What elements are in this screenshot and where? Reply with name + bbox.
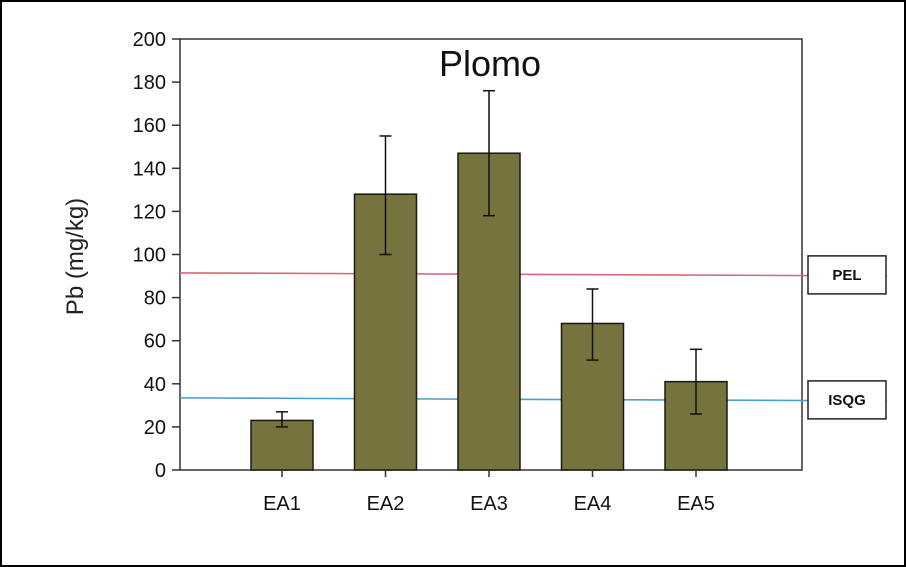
reference-lines	[179, 272, 888, 402]
reference-label-box	[807, 380, 887, 420]
reference-line-isqg	[179, 397, 888, 402]
x-tick-label-ea4: EA4	[574, 493, 612, 515]
y-tick-label: 140	[133, 158, 166, 180]
chart-title: Plomo	[439, 43, 541, 84]
x-tick-label-ea2: EA2	[367, 493, 405, 515]
y-tick-label: 160	[133, 115, 166, 137]
y-tick-label: 80	[144, 288, 166, 310]
y-tick-label: 120	[133, 201, 166, 223]
y-tick-label: 60	[144, 331, 166, 353]
reference-label-box	[807, 255, 887, 295]
bar-ea1	[250, 419, 314, 471]
x-tick-label-ea5: EA5	[677, 493, 715, 515]
x-tick-label-ea1: EA1	[263, 493, 301, 515]
y-axis-ticks: 0 20 40 60 80 100 120 140 160 180 200	[133, 29, 180, 482]
y-tick-label: 20	[144, 417, 166, 439]
y-tick-label: 40	[144, 374, 166, 396]
y-tick-label: 100	[133, 245, 166, 267]
y-tick-label: 180	[133, 72, 166, 94]
reference-label-pel: PEL	[832, 267, 861, 284]
reference-line-pel	[179, 272, 888, 277]
reference-label-isqg: ISQG	[828, 392, 866, 409]
bars	[250, 89, 728, 471]
y-tick-label: 200	[133, 29, 166, 51]
x-axis-ticks: EA1 EA2 EA3 EA4 EA5	[263, 470, 715, 515]
x-tick-label-ea3: EA3	[470, 493, 508, 515]
y-tick-label: 0	[155, 460, 166, 482]
reference-labels: PEL ISQG	[807, 255, 887, 420]
y-axis-title: Pb (mg/kg)	[62, 198, 89, 315]
